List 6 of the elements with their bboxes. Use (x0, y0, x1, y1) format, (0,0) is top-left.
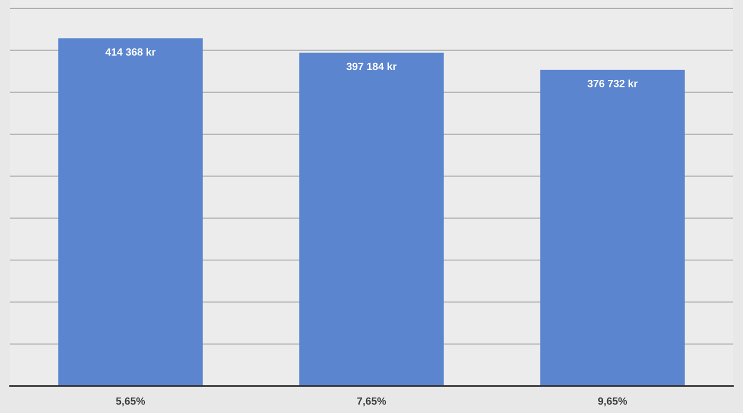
x-tick-label: 9,65% (598, 397, 627, 406)
data-label: 376 732 kr (588, 80, 638, 88)
data-label: 414 368 kr (105, 48, 156, 56)
data-label: 397 184 kr (346, 62, 397, 70)
x-tick-label: 5,65% (116, 397, 145, 406)
x-tick-label: 7,65% (357, 397, 386, 406)
